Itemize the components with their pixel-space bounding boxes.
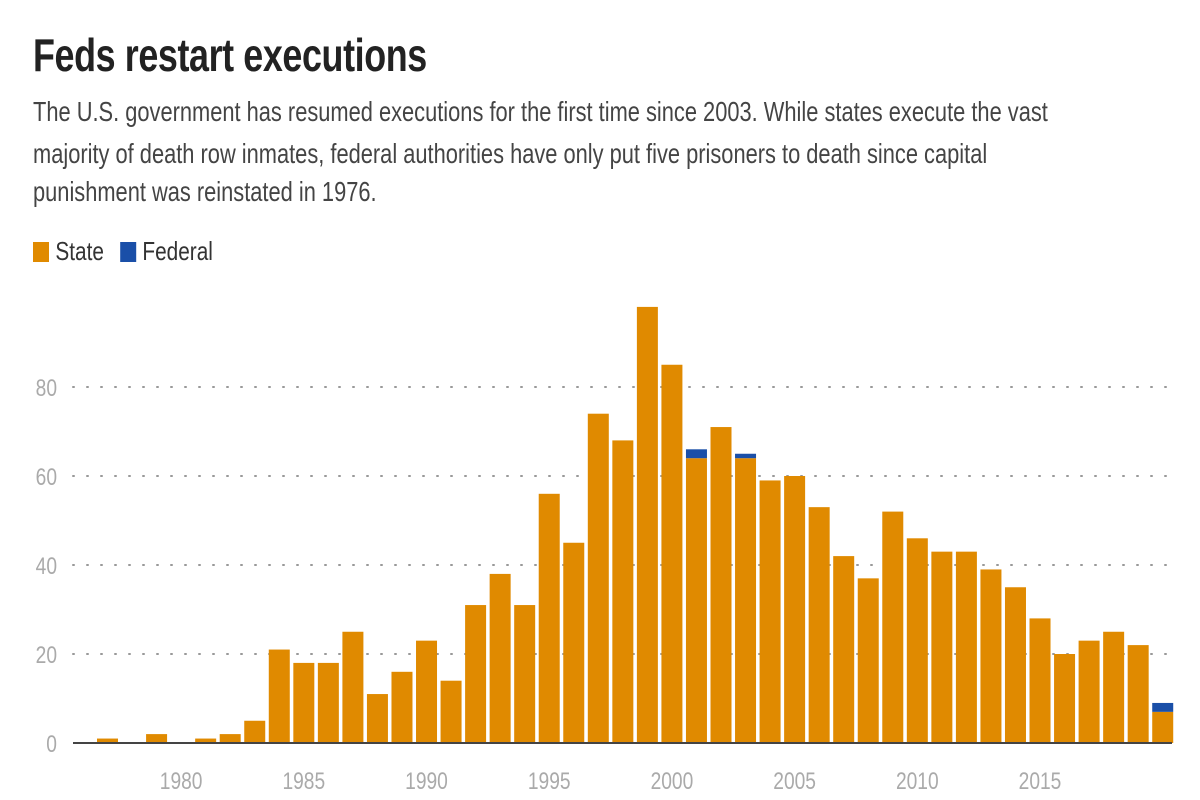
bar-state-2007 [833, 556, 855, 743]
x-tick-label: 2010 [896, 767, 939, 795]
y-tick-label: 80 [36, 374, 57, 402]
bar-state-2000 [661, 364, 683, 743]
bar-federal-2003 [735, 453, 757, 459]
bar-state-2004 [759, 480, 781, 743]
legend-swatch-federal [119, 241, 136, 262]
bar-state-2002 [710, 427, 732, 743]
bar-state-1996 [563, 542, 585, 743]
y-tick-label: 40 [36, 552, 57, 580]
bar-state-2005 [784, 476, 806, 743]
chart-title: Feds restart executions [33, 29, 427, 81]
subtitle-line-3: punishment was reinstated in 1976. [33, 176, 377, 207]
bar-federal-2020 [1152, 702, 1174, 712]
x-tick-label: 1990 [405, 767, 448, 795]
bar-state-2011 [931, 551, 953, 743]
bar-state-1994 [514, 605, 536, 743]
bar-state-1984 [268, 649, 290, 743]
bar-state-2001 [685, 458, 707, 743]
bar-state-1991 [440, 680, 462, 743]
bar-state-1993 [489, 573, 511, 743]
bar-state-2012 [955, 551, 977, 743]
x-tick-label: 1995 [528, 767, 571, 795]
legend-swatch-state [33, 241, 49, 262]
bar-state-2008 [857, 578, 879, 743]
bar-state-1995 [538, 493, 560, 743]
bar-state-2006 [808, 507, 830, 743]
x-tick-label: 1980 [160, 767, 203, 795]
bar-state-1992 [465, 605, 487, 743]
bar-state-2017 [1078, 640, 1100, 743]
bar-state-1985 [293, 662, 315, 743]
x-tick-label: 1985 [282, 767, 325, 795]
bar-state-1979 [146, 734, 168, 743]
bar-state-1997 [587, 413, 609, 743]
bar-state-2020 [1152, 711, 1174, 743]
legend-label-federal: Federal [142, 236, 213, 266]
bar-state-2009 [882, 511, 904, 743]
bar-state-1999 [636, 306, 658, 743]
bar-state-1998 [612, 440, 634, 743]
bar-state-2010 [906, 538, 928, 743]
bar-state-2003 [735, 458, 757, 743]
bar-state-2015 [1029, 618, 1051, 743]
bar-state-1988 [366, 694, 388, 743]
bar-federal-2001 [685, 449, 707, 459]
bar-state-1987 [342, 631, 364, 743]
x-tick-label: 2015 [1019, 767, 1062, 795]
bar-state-1982 [219, 734, 241, 743]
y-tick-label: 60 [36, 463, 57, 491]
bar-state-1983 [244, 720, 266, 743]
legend-label-state: State [55, 236, 104, 266]
y-tick-label: 20 [36, 641, 57, 669]
bar-state-2019 [1127, 645, 1149, 743]
subtitle-line-2: majority of death row inmates, federal a… [33, 138, 988, 169]
bar-state-2014 [1004, 587, 1026, 743]
y-tick-label: 0 [46, 730, 57, 758]
x-tick-label: 2000 [651, 767, 694, 795]
subtitle-line-1: The U.S. government has resumed executio… [33, 96, 1048, 127]
bar-state-2016 [1054, 654, 1076, 743]
bar-state-1989 [391, 671, 413, 743]
bar-state-1990 [416, 640, 438, 743]
bar-state-1986 [317, 662, 339, 743]
x-tick-label: 2005 [773, 767, 816, 795]
bar-state-1977 [97, 738, 118, 743]
legend: State Federal [33, 236, 213, 267]
bar-state-1981 [195, 738, 217, 743]
bar-state-2018 [1103, 631, 1125, 743]
bar-state-2013 [980, 569, 1002, 743]
